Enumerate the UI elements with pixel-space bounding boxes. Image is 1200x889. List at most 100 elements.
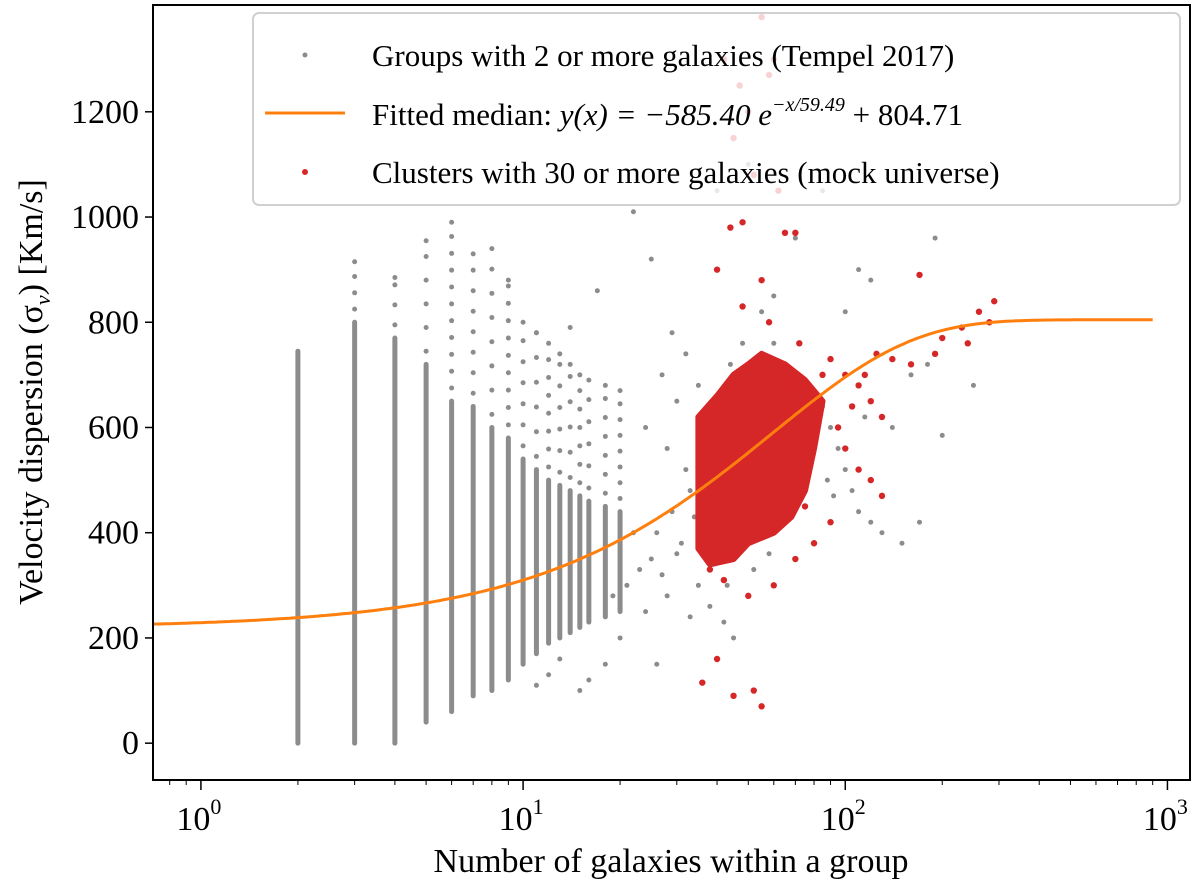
group-point	[577, 480, 583, 486]
group-point	[449, 234, 455, 240]
group-point	[917, 519, 923, 525]
group-point	[449, 368, 455, 374]
group-point	[695, 582, 701, 588]
group-point	[449, 385, 455, 391]
group-point	[856, 267, 862, 273]
group-point	[449, 250, 455, 256]
group-point	[520, 359, 526, 365]
plot-marks	[153, 13, 1153, 746]
group-point	[586, 377, 592, 383]
group-point	[868, 519, 874, 525]
group-point	[643, 609, 649, 615]
plot-area	[153, 13, 1153, 746]
group-point	[586, 419, 592, 425]
group-point	[546, 375, 552, 381]
group-point	[617, 635, 623, 641]
x-tick-base: 10	[821, 801, 855, 838]
group-point	[842, 309, 848, 315]
group-point	[470, 288, 476, 294]
group-point	[617, 448, 623, 454]
group-point	[470, 370, 476, 376]
legend-label-groups: Groups with 2 or more galaxies (Tempel 2…	[372, 38, 954, 73]
group-point	[423, 253, 429, 259]
group-point	[546, 428, 552, 434]
group-point	[577, 461, 583, 467]
group-point	[648, 256, 654, 262]
group-point	[831, 493, 837, 499]
group-point	[674, 398, 680, 404]
group-point	[637, 567, 643, 573]
cluster-point	[931, 350, 939, 358]
y-tick-label: 1200	[71, 94, 139, 131]
cluster-point	[739, 219, 746, 226]
x-tick-label: 102	[821, 794, 866, 838]
group-point	[659, 572, 665, 578]
group-point	[546, 464, 552, 470]
y-axis-label-main: Velocity dispersion (σ	[13, 305, 50, 605]
group-point	[970, 382, 976, 388]
group-point	[567, 361, 573, 367]
group-point	[602, 452, 608, 458]
group-point	[449, 335, 455, 341]
group-point	[617, 401, 623, 407]
group-point	[533, 404, 539, 410]
group-point	[489, 411, 495, 417]
legend-marker-clusters	[302, 169, 308, 175]
group-point	[586, 463, 592, 469]
group-point	[470, 251, 476, 257]
cluster-point	[781, 382, 789, 389]
cluster-point	[889, 355, 896, 363]
group-point	[664, 593, 670, 599]
group-point	[687, 614, 693, 620]
group-point	[557, 448, 563, 454]
group-point	[674, 551, 680, 557]
group-point	[352, 259, 358, 265]
group-point	[557, 361, 563, 367]
group-point	[533, 379, 539, 385]
cluster-point	[770, 582, 777, 589]
group-point	[423, 348, 429, 354]
group-point	[721, 619, 727, 625]
group-point	[654, 530, 660, 536]
group-point	[449, 351, 455, 357]
group-point	[586, 485, 592, 491]
axes-frame	[152, 4, 1191, 781]
group-point	[567, 325, 573, 331]
legend-fit-prefix: Fitted median:	[372, 97, 560, 132]
cluster-point	[796, 340, 803, 347]
group-point	[470, 390, 476, 396]
group-point	[505, 422, 511, 428]
cluster-point	[867, 476, 874, 484]
cluster-point	[720, 576, 728, 584]
group-point	[546, 357, 552, 363]
group-point	[392, 275, 398, 281]
group-point	[654, 661, 660, 667]
group-point	[617, 464, 623, 470]
cluster-point	[907, 361, 915, 368]
cluster-point	[848, 403, 856, 410]
cluster-point	[867, 397, 874, 405]
group-point	[520, 422, 526, 428]
group-point	[602, 414, 608, 420]
group-point	[842, 467, 848, 473]
group-point	[567, 424, 573, 430]
group-point	[586, 677, 592, 683]
x-tick-label: 100	[176, 794, 221, 838]
group-point	[766, 551, 772, 557]
cluster-point	[713, 266, 721, 273]
cluster-point	[878, 413, 886, 421]
cluster-point	[975, 308, 983, 315]
group-point	[617, 480, 623, 486]
cluster-point	[842, 445, 849, 452]
x-tick-exponent: 2	[855, 794, 866, 819]
group-point	[533, 330, 539, 336]
cluster-point	[855, 466, 862, 473]
group-point	[724, 582, 730, 588]
group-point	[602, 433, 608, 439]
group-point	[449, 219, 455, 225]
y-tick-label: 800	[88, 304, 139, 341]
group-point	[520, 401, 526, 407]
cluster-point	[939, 334, 946, 342]
